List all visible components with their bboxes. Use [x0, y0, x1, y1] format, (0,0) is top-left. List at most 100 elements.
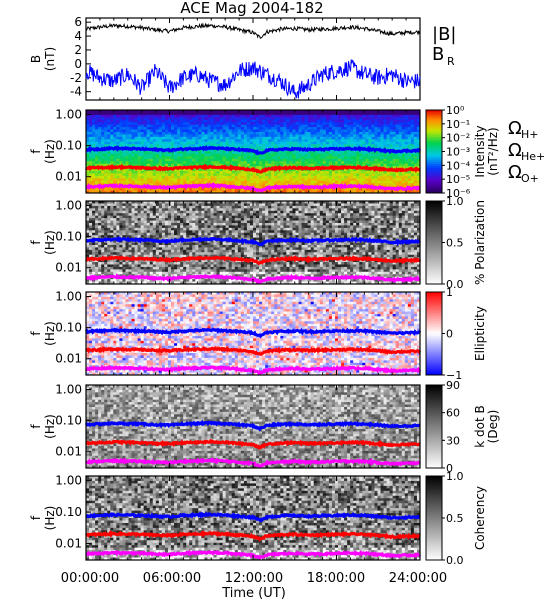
gyro-line-he — [85, 255, 422, 266]
x-tick-label-2: 12:00:00 — [225, 571, 283, 586]
colorbar-label: Coherency — [473, 486, 487, 550]
colorbar-kdotb: 90 60 30 0 k dot B (Deg) — [425, 379, 500, 475]
heatmap-panel-intensity: 1.00 0.10 0.01 f (Hz) 10⁰10⁻¹10⁻²10⁻³10⁻⁴10⁻⁵… — [29, 104, 545, 200]
y-tick-label: 1.00 — [55, 474, 82, 488]
colorbar-tick-label: 60 — [446, 407, 460, 420]
colorbar-unit: (nT²/Hz) — [486, 127, 500, 175]
x-tick-label-0: 00:00:00 — [61, 571, 119, 586]
y-tick-label: 0 — [74, 57, 82, 71]
y-axis-label: f — [29, 331, 43, 336]
y-axis-unit: (nT) — [43, 47, 57, 71]
gyro-line-h — [85, 144, 422, 156]
gyro-line-h — [85, 235, 421, 247]
y-tick-label: 1.00 — [55, 290, 82, 304]
gyro-annotation-sub-1: He+ — [521, 150, 545, 163]
y-tick-label: 0.01 — [55, 445, 82, 459]
y-axis-unit: (Hz) — [43, 139, 57, 164]
colorbar-tick-label: −1 — [446, 369, 462, 382]
colorbar-tick-label: 10⁻² — [446, 132, 470, 145]
colorbar-unit: (Deg) — [486, 410, 500, 444]
colorbar-tick-label: 10⁻⁴ — [446, 159, 471, 172]
x-axis: 00:00:00 06:00:00 12:00:00 18:00:00 24:0… — [61, 571, 447, 600]
y-tick-label: 0.10 — [55, 505, 82, 519]
gyro-line-o — [85, 273, 421, 285]
heatmap-panel-ellipticity: 1.00 0.10 0.01 f (Hz) 1 0 −1 Ellipticity — [29, 286, 487, 382]
colorbar-tick-label: 0 — [446, 462, 453, 475]
legend-entry-b-r: B — [432, 44, 444, 65]
y-tick-label: 0.10 — [55, 321, 82, 335]
gyro-annotation-1: Ω — [508, 140, 522, 161]
y-axis-unit: (Hz) — [43, 414, 57, 439]
colorbar-label: % Polarization — [473, 200, 487, 285]
gyro-annotation-0: Ω — [508, 118, 522, 139]
gyro-annotation-2: Ω — [508, 162, 522, 183]
colorbar-tick-label: 90 — [446, 379, 460, 392]
colorbar-tick-label: 0.5 — [446, 512, 464, 525]
colorbar-tick-label: 1.0 — [446, 470, 464, 483]
gyro-line-h — [84, 327, 422, 339]
gyro-line-o — [85, 182, 421, 193]
gyro-line-he — [85, 438, 421, 450]
y-tick-label: 2 — [74, 43, 82, 57]
gyro-annotation-sub-0: H+ — [521, 128, 539, 141]
colorbar-label: Intensity — [473, 125, 487, 177]
y-tick-label: 6 — [74, 15, 82, 29]
y-axis-unit: (Hz) — [43, 506, 57, 531]
colorbar-tick-label: 0 — [446, 328, 453, 341]
colorbar-ellipticity: 1 0 −1 Ellipticity — [425, 286, 487, 382]
y-tick-label: -4 — [70, 85, 82, 99]
x-axis-label: Time (UT) — [221, 586, 286, 600]
gyro-annotation-sub-2: O+ — [521, 172, 539, 185]
x-tick-label-3: 18:00:00 — [307, 571, 365, 586]
colorbar-tick-label: 0.0 — [446, 554, 464, 567]
gyro-line-he — [85, 346, 422, 356]
y-axis-label: f — [29, 149, 43, 154]
y-tick-label: -2 — [70, 71, 82, 85]
gyro-line-he — [84, 163, 421, 174]
colorbar-tick-label: 30 — [446, 434, 460, 447]
colorbar-label: k dot B — [473, 405, 487, 447]
y-tick-label: 1.00 — [55, 108, 82, 122]
y-axis-label: f — [29, 515, 43, 520]
colorbar-tick-label: 1 — [446, 286, 453, 299]
y-tick-label: 0.01 — [55, 352, 82, 366]
series-line-b-r — [85, 59, 421, 99]
gyro-line-h — [84, 419, 420, 432]
gyro-line-o — [85, 549, 422, 561]
y-axis-unit: (Hz) — [43, 230, 57, 255]
y-tick-label: 1.00 — [55, 383, 82, 397]
colorbar-tick-label: 1.0 — [446, 195, 464, 208]
y-tick-label: 0.10 — [55, 414, 82, 428]
y-tick-label: 0.10 — [55, 139, 82, 153]
y-axis-label: f — [29, 240, 43, 245]
legend-entry-b-r-sub: R — [447, 55, 455, 68]
y-tick-label: 0.10 — [55, 230, 82, 244]
colorbar-tick-label: 10⁻⁵ — [446, 173, 470, 186]
y-tick-label: 1.00 — [55, 199, 82, 213]
colorbar-coherency: 1.0 0.5 0.0 Coherency — [425, 470, 487, 567]
heatmap-panel-kdotb: 1.00 0.10 0.01 f (Hz) 90 60 30 0 k dot B (Deg) — [29, 379, 500, 475]
colorbar-tick-label: 10⁰ — [446, 104, 465, 117]
heatmap-cells — [86, 385, 421, 469]
colorbar-label: Ellipticity — [473, 306, 487, 361]
y-axis-unit: (Hz) — [43, 321, 57, 346]
y-axis-label: f — [29, 424, 43, 429]
y-tick-label: 0.01 — [55, 261, 82, 275]
x-tick-label-1: 06:00:00 — [143, 571, 201, 586]
heatmap-cells — [86, 201, 421, 285]
heatmap-panel-polarization: 1.00 0.10 0.01 f (Hz) 1.0 0.5 0.0 % Polarization — [29, 195, 487, 291]
y-tick-label: 0.01 — [55, 537, 82, 551]
gyro-line-h — [85, 511, 421, 523]
chart-title: ACE Mag 2004-182 — [180, 0, 323, 17]
colorbar-tick-label: 0.0 — [446, 278, 464, 291]
colorbar-tick-label: 10⁻³ — [446, 146, 470, 159]
colorbar-tick-label: 10⁻¹ — [446, 118, 470, 131]
x-tick-label-4: 24:00:00 — [389, 571, 447, 586]
y-tick-label: 0.01 — [55, 170, 82, 184]
colorbar-tick-label: 10⁻⁶ — [446, 187, 471, 200]
gyro-line-he — [85, 529, 421, 542]
y-tick-label: 4 — [74, 29, 82, 43]
